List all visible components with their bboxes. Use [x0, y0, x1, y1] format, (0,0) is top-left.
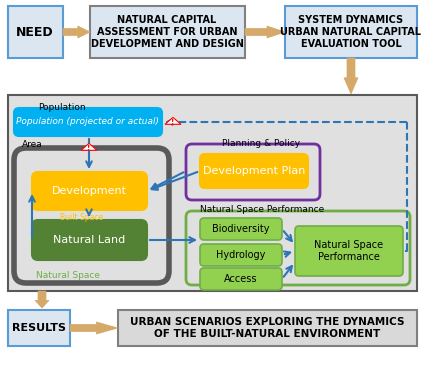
Polygon shape [245, 26, 285, 38]
Bar [90, 6, 245, 58]
Bar [8, 95, 417, 291]
Text: NEED: NEED [16, 25, 54, 38]
Polygon shape [70, 322, 118, 334]
Text: Population: Population [38, 103, 85, 112]
Text: Development: Development [51, 186, 127, 196]
FancyBboxPatch shape [186, 211, 410, 285]
Polygon shape [344, 58, 358, 94]
Bar [118, 310, 417, 346]
Polygon shape [35, 291, 49, 308]
Polygon shape [63, 26, 90, 38]
Polygon shape [165, 117, 181, 124]
Polygon shape [81, 143, 97, 150]
FancyBboxPatch shape [200, 154, 308, 188]
FancyBboxPatch shape [200, 268, 282, 290]
Text: Population (projected or actual): Population (projected or actual) [17, 117, 159, 127]
FancyBboxPatch shape [14, 108, 162, 136]
Text: URBAN SCENARIOS EXPLORING THE DYNAMICS
OF THE BUILT-NATURAL ENVIRONMENT: URBAN SCENARIOS EXPLORING THE DYNAMICS O… [130, 317, 404, 339]
FancyBboxPatch shape [32, 220, 147, 260]
FancyBboxPatch shape [200, 218, 282, 240]
Text: SYSTEM DYNAMICS
URBAN NATURAL CAPITAL
EVALUATION TOOL: SYSTEM DYNAMICS URBAN NATURAL CAPITAL EV… [280, 15, 422, 49]
Text: Natural Space: Natural Space [36, 271, 100, 281]
Text: Area: Area [22, 140, 43, 149]
Text: NATURAL CAPITAL
ASSESSMENT FOR URBAN
DEVELOPMENT AND DESIGN: NATURAL CAPITAL ASSESSMENT FOR URBAN DEV… [91, 15, 244, 49]
Bar [8, 6, 63, 58]
Text: !: ! [171, 119, 175, 126]
FancyBboxPatch shape [200, 244, 282, 266]
FancyBboxPatch shape [32, 172, 147, 210]
Bar [8, 310, 70, 346]
Text: Natural Space
Performance: Natural Space Performance [314, 240, 383, 262]
Text: Planning & Policy: Planning & Policy [222, 139, 300, 148]
FancyBboxPatch shape [14, 148, 169, 283]
Text: !: ! [88, 146, 91, 152]
Text: Natural Land: Natural Land [53, 235, 125, 245]
FancyBboxPatch shape [186, 144, 320, 200]
Text: RESULTS: RESULTS [12, 323, 66, 333]
Text: Natural Space Performance: Natural Space Performance [200, 205, 324, 214]
Text: Biodiversity: Biodiversity [212, 224, 270, 234]
Text: Development Plan: Development Plan [203, 166, 305, 176]
Text: Access: Access [224, 274, 258, 284]
FancyBboxPatch shape [295, 226, 403, 276]
Bar [285, 6, 417, 58]
Text: Hydrology: Hydrology [216, 250, 266, 260]
Text: Built Space: Built Space [60, 213, 103, 222]
